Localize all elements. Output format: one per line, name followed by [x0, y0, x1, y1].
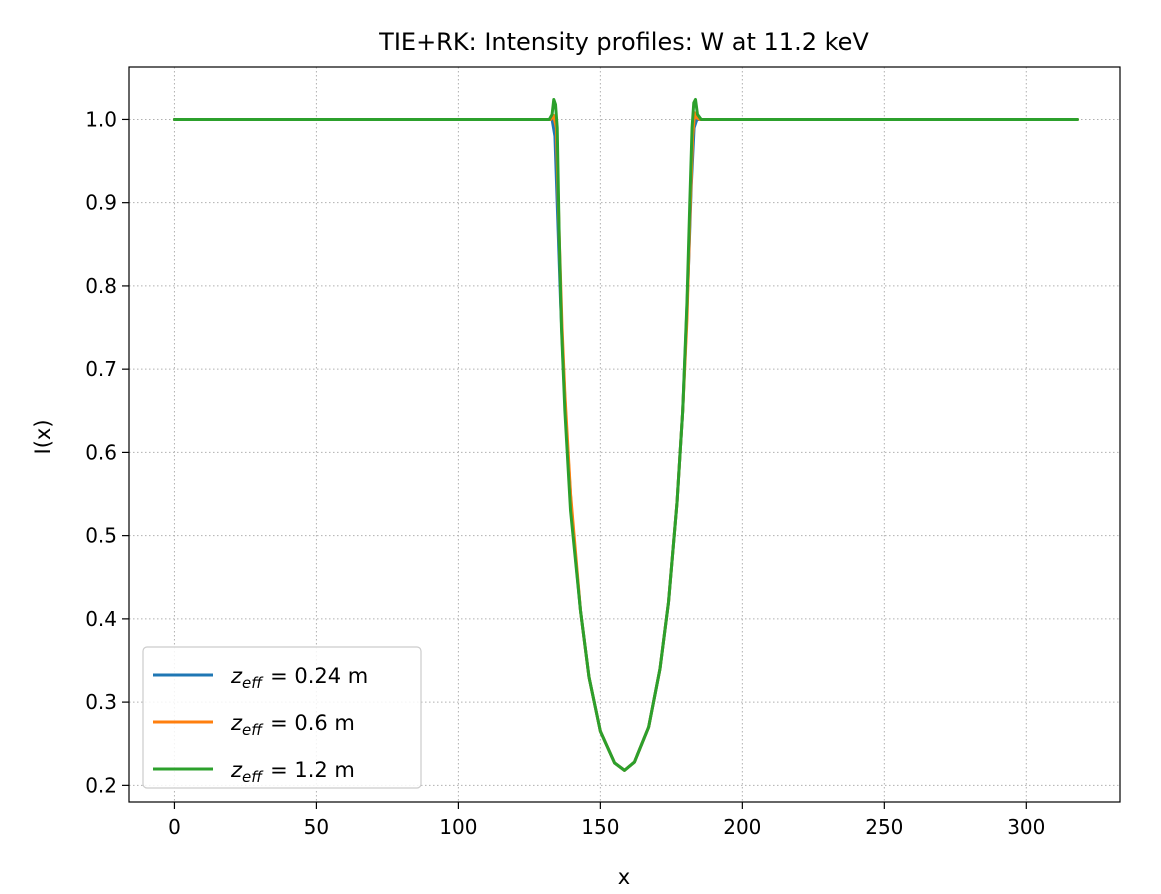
legend-value: = 1.2 m: [270, 758, 355, 782]
y-tick-label: 0.9: [85, 191, 117, 215]
x-tick-label: 100: [439, 815, 477, 839]
x-tick-label: 0: [168, 815, 181, 839]
plot-area-frame: [128, 66, 1121, 803]
x-tick-label: 50: [304, 815, 329, 839]
x-tick-label: 200: [723, 815, 761, 839]
y-tick-label: 0.8: [85, 274, 117, 298]
legend-label-2: zeff = 0.6 m: [230, 711, 355, 739]
x-tick-label: 300: [1007, 815, 1045, 839]
y-tick-label: 0.3: [85, 690, 117, 714]
x-axis-label: x: [618, 865, 630, 889]
legend-subscript: eff: [242, 721, 264, 739]
legend-symbol: z: [230, 711, 243, 735]
x-tick-label: 150: [581, 815, 619, 839]
y-tick-label: 0.7: [85, 357, 117, 381]
series-line-3: [172, 97, 1079, 772]
legend-label-1: zeff = 0.24 m: [230, 664, 368, 692]
x-tick-label: 250: [865, 815, 903, 839]
y-tick-label: 0.4: [85, 607, 117, 631]
y-tick-label: 0.5: [85, 524, 117, 548]
axis-ticks: 0 50 100 150 200 250 300 0.2 0.3 0.4 0.5 0.6 0.7 0.8 0…: [85, 107, 1045, 839]
series-lines: [172, 97, 1079, 772]
legend-subscript: eff: [242, 674, 264, 692]
legend-subscript: eff: [242, 768, 264, 786]
legend-label-3: zeff = 1.2 m: [230, 758, 355, 786]
legend-value: = 0.24 m: [270, 664, 368, 688]
legend-symbol: z: [230, 664, 243, 688]
legend-box: [142, 646, 422, 789]
legend-value: = 0.6 m: [270, 711, 355, 735]
chart-title: TIE+RK: Intensity profiles: W at 11.2 ke…: [378, 28, 869, 56]
y-axis-label: I(x): [31, 419, 55, 454]
y-tick-label: 1.0: [85, 107, 117, 131]
y-tick-label: 0.6: [85, 440, 117, 464]
y-tick-label: 0.2: [85, 773, 117, 797]
legend-symbol: z: [230, 758, 243, 782]
